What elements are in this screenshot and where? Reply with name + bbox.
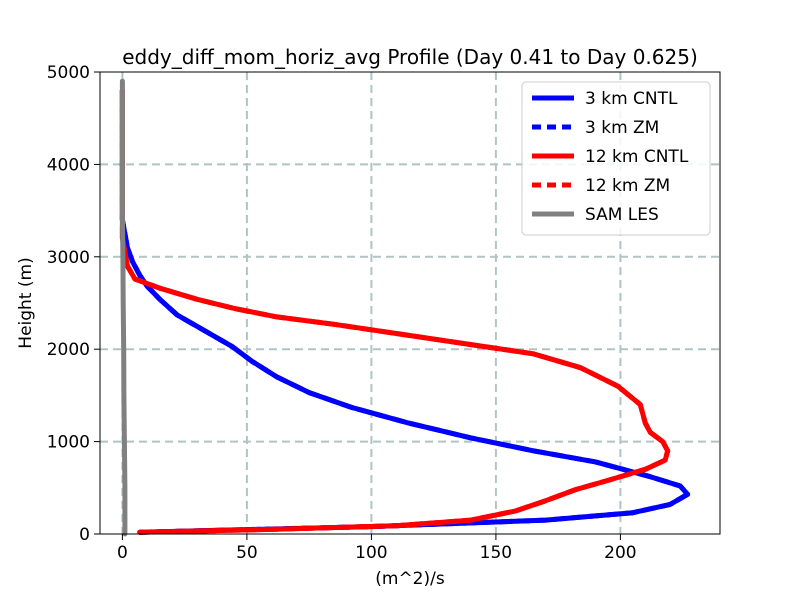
legend-label: 12 km CNTL	[585, 147, 689, 167]
legend-label: 12 km ZM	[585, 176, 670, 196]
x-tick-label: 100	[355, 543, 387, 563]
x-tick-label: 200	[604, 543, 636, 563]
y-axis-label: Height (m)	[16, 257, 36, 348]
legend-label: 3 km CNTL	[585, 89, 678, 109]
legend-label: 3 km ZM	[585, 118, 659, 138]
x-tick-label: 150	[480, 543, 512, 563]
legend-box	[521, 81, 711, 236]
x-tick-label: 50	[236, 543, 258, 563]
series-line-sam-les	[119, 78, 128, 537]
y-tick-label: 1000	[47, 433, 90, 453]
axes-frame	[99, 71, 721, 535]
chart-title: eddy_diff_mom_horiz_avg Profile (Day 0.4…	[122, 45, 698, 69]
y-tick-label: 3000	[47, 248, 90, 268]
legend-label: SAM LES	[585, 205, 659, 225]
y-tick-label: 4000	[47, 155, 90, 175]
plot-area	[119, 78, 691, 537]
x-axis-label: (m^2)/s	[375, 569, 445, 589]
x-tick-label: 0	[117, 543, 128, 563]
legend: 3 km CNTL 3 km ZM 12 km CNTL 12 km ZM SAM LE…	[521, 81, 711, 236]
y-tick-label: 2000	[47, 340, 90, 360]
y-tick-label: 5000	[47, 63, 90, 83]
y-tick-label: 0	[79, 525, 90, 545]
